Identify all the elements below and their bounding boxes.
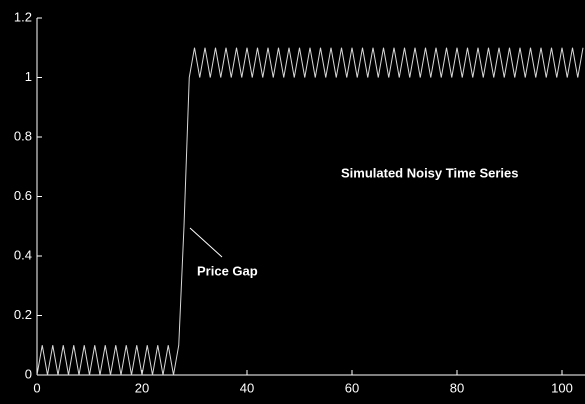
y-tick-label: 0.4 (14, 247, 32, 262)
y-tick-label: 0.6 (14, 188, 32, 203)
x-tick-label: 100 (551, 380, 573, 395)
annotation: Price Gap (197, 263, 258, 278)
x-tick-label: 0 (33, 380, 40, 395)
y-tick-label: 1.2 (14, 9, 32, 24)
x-tick-label: 20 (135, 380, 149, 395)
series-line (36, 47, 584, 376)
y-tick-label: 0.2 (14, 307, 32, 322)
annotation: Simulated Noisy Time Series (341, 165, 519, 180)
x-tick-label: 80 (450, 380, 464, 395)
y-tick-label: 0.8 (14, 128, 32, 143)
y-tick-label: 0 (25, 366, 32, 381)
x-tick-label: 60 (345, 380, 359, 395)
annotation-arrow (189, 227, 223, 258)
y-tick-label: 1 (25, 69, 32, 84)
x-tick-label: 40 (240, 380, 254, 395)
